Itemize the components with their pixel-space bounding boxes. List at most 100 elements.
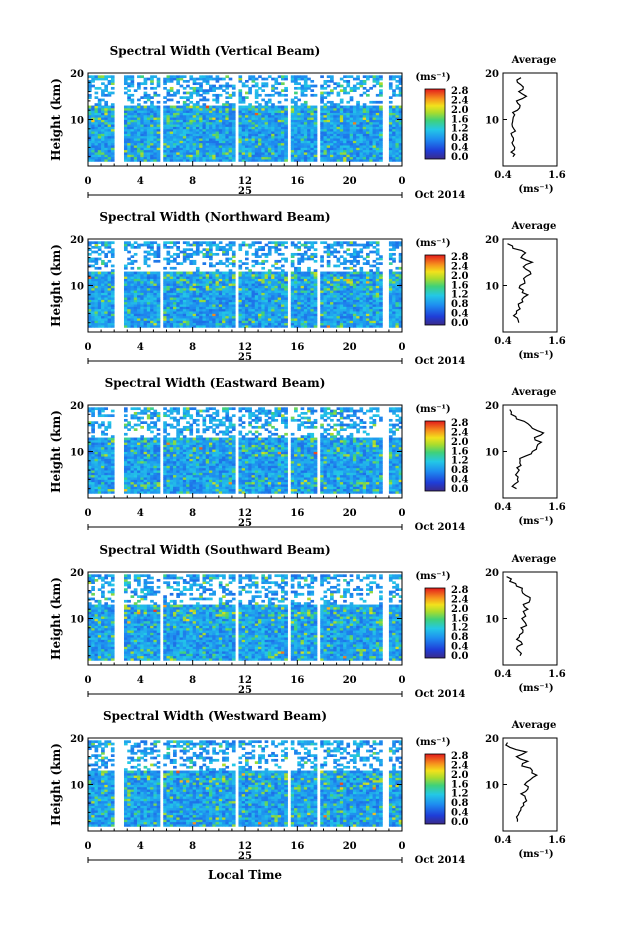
heatmap-cell (91, 124, 95, 127)
heatmap-cell (163, 152, 167, 155)
heatmap-cell (212, 271, 216, 275)
heatmap-cell (359, 112, 364, 116)
heatmap-cell (330, 252, 334, 256)
heatmap-cell (195, 114, 200, 118)
heatmap-cell (179, 126, 184, 130)
heatmap-cell (303, 86, 308, 90)
heatmap-cell (297, 315, 301, 319)
heatmap-cell (143, 241, 148, 245)
heatmap-cell (192, 252, 197, 256)
heatmap-cell (388, 75, 393, 79)
heatmap-cell (137, 287, 141, 291)
heatmap-cell (222, 84, 226, 88)
heatmap-cell (215, 325, 220, 328)
heatmap-cell (97, 149, 102, 153)
heatmap-cell (267, 301, 272, 305)
heatmap-cell (110, 318, 115, 321)
heatmap-cell (248, 121, 252, 125)
heatmap-cell (176, 147, 180, 151)
heatmap-cell (392, 75, 396, 79)
heatmap-cell (143, 133, 148, 137)
heatmap-cell (264, 128, 269, 132)
heatmap-cell (156, 138, 161, 141)
heatmap-cell (398, 152, 403, 155)
heatmap-cell (238, 105, 243, 109)
heatmap-cell (352, 315, 357, 319)
heatmap-cell (254, 259, 259, 263)
heatmap-cell (379, 131, 383, 134)
heatmap-cell (323, 306, 328, 310)
heatmap-cell (140, 140, 144, 144)
heatmap-cell (336, 140, 341, 144)
heatmap-cell (372, 159, 377, 162)
heatmap-cell (182, 299, 187, 303)
heatmap-cell (169, 142, 174, 146)
heatmap-cell (209, 306, 213, 310)
heatmap-cell (251, 241, 256, 245)
heatmap-cell (258, 149, 262, 153)
x-tick-label: 8 (189, 176, 196, 187)
heatmap-cell (346, 142, 351, 146)
heatmap-cell (300, 145, 305, 148)
heatmap-cell (222, 142, 226, 146)
heatmap-cell (195, 280, 200, 284)
heatmap-cell (97, 257, 102, 261)
heatmap-cell (202, 271, 207, 275)
heatmap-cell (330, 318, 334, 321)
heatmap-cell (274, 140, 279, 144)
heatmap-cell (274, 308, 279, 312)
heatmap-cell (130, 320, 135, 324)
heatmap-cell (101, 241, 105, 245)
heatmap-cell (310, 145, 315, 148)
heatmap-cell (97, 100, 102, 104)
heatmap-cell (166, 322, 171, 326)
heatmap-cell (267, 124, 272, 127)
heatmap-cell (261, 313, 266, 317)
heatmap-cell (195, 241, 200, 245)
heatmap-cell (199, 325, 203, 328)
heatmap-cell (127, 306, 131, 310)
heatmap-cell (123, 145, 128, 148)
heatmap-cell (182, 142, 187, 146)
heatmap-cell (182, 100, 187, 104)
heatmap-cell (228, 311, 233, 314)
heatmap-cell (88, 93, 92, 97)
heatmap-cell (326, 107, 331, 111)
heatmap-cell (261, 292, 266, 296)
heatmap-cell (398, 82, 403, 86)
heatmap-cell (104, 241, 109, 245)
heatmap-cell (215, 126, 220, 130)
heatmap-cell (101, 285, 105, 289)
heatmap-cell (110, 273, 115, 277)
heatmap-cell (150, 313, 154, 317)
heatmap-cell (186, 306, 190, 310)
heatmap-cell (369, 128, 373, 132)
heatmap-cell (186, 96, 190, 99)
heatmap-cell (176, 290, 180, 293)
heatmap-cell (284, 86, 288, 90)
heatmap-cell (150, 105, 154, 109)
heatmap-cell (166, 140, 171, 144)
heatmap-cell (303, 257, 308, 261)
heatmap-cell (215, 119, 220, 123)
heatmap-cell (339, 152, 344, 155)
heatmap-cell (366, 149, 370, 153)
heatmap-cell (101, 311, 105, 314)
heatmap-cell (107, 297, 112, 300)
heatmap-cell (94, 285, 99, 289)
heatmap-cell (307, 273, 311, 277)
heatmap-cell (231, 252, 236, 256)
heatmap-cell (323, 119, 328, 123)
heatmap-cell (356, 75, 360, 79)
heatmap-cell (107, 325, 112, 328)
heatmap-cell (156, 271, 161, 275)
heatmap-cell (130, 304, 135, 307)
heatmap-cell (97, 98, 102, 102)
heatmap-cell (271, 142, 275, 146)
heatmap-cell (153, 290, 158, 293)
heatmap-cell (222, 112, 226, 116)
heatmap-cell (130, 283, 135, 286)
heatmap-cell (199, 297, 203, 300)
heatmap-cell (176, 285, 180, 289)
heatmap-cell (173, 266, 177, 270)
